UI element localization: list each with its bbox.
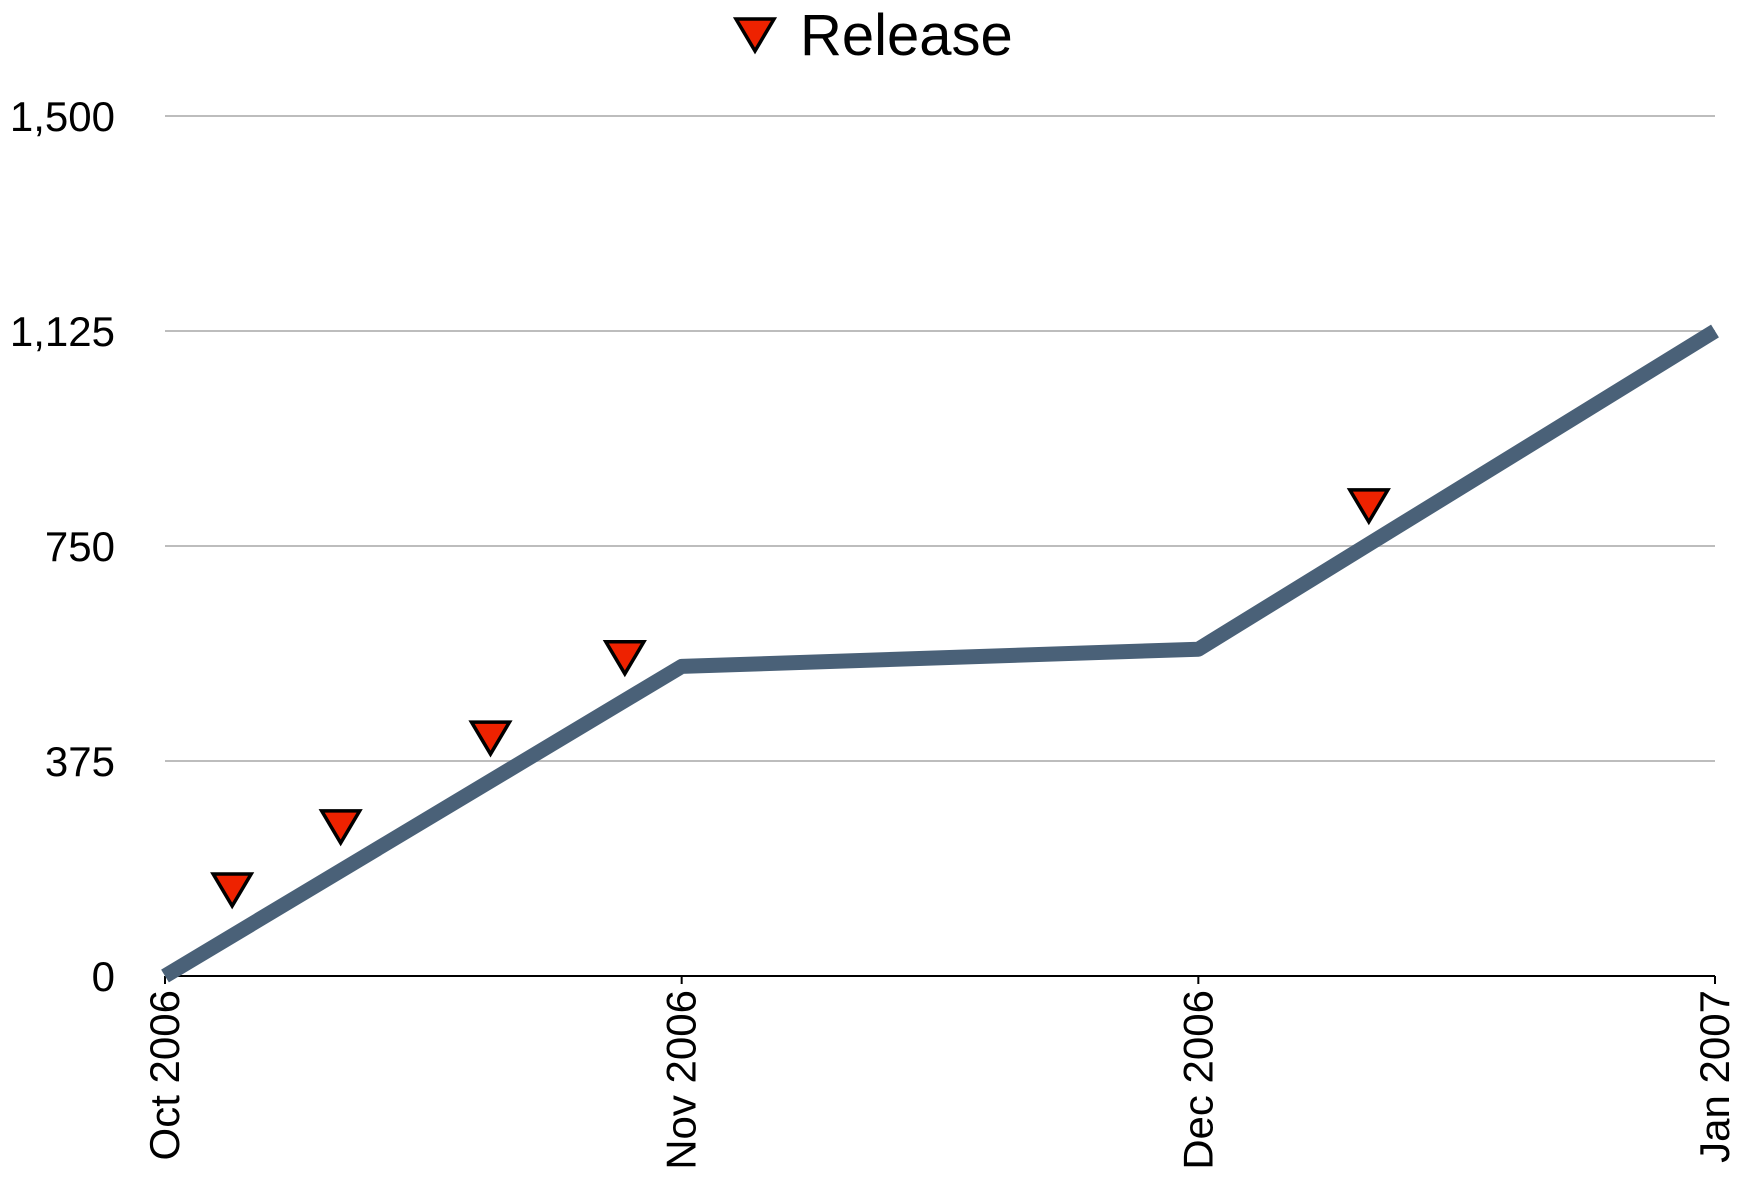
y-tick-label: 1,125 (10, 308, 115, 355)
y-tick-label: 750 (45, 523, 115, 570)
y-tick-label: 0 (92, 953, 115, 1000)
x-tick-label: Jan 2007 (1691, 990, 1738, 1163)
legend: Release (732, 3, 1013, 68)
release-marker (318, 809, 363, 847)
y-axis: 0 375 750 1,125 1,500 (10, 93, 115, 1000)
release-marker (210, 872, 255, 910)
release-marker (602, 640, 647, 678)
x-tick-label: Dec 2006 (1174, 990, 1221, 1170)
release-marker (1346, 488, 1391, 526)
series-layer (161, 324, 1719, 983)
legend-marker-icon (732, 17, 778, 55)
legend-label: Release (800, 3, 1013, 68)
x-tick-label: Oct 2006 (141, 990, 188, 1160)
y-tick-label: 375 (45, 738, 115, 785)
x-axis: Oct 2006 Nov 2006 Dec 2006 Jan 2007 (141, 976, 1738, 1170)
x-tick-label: Nov 2006 (658, 990, 705, 1170)
release-marker (468, 720, 513, 758)
y-tick-label: 1,500 (10, 93, 115, 140)
grid-lines (165, 115, 1715, 977)
series-line (161, 324, 1719, 983)
